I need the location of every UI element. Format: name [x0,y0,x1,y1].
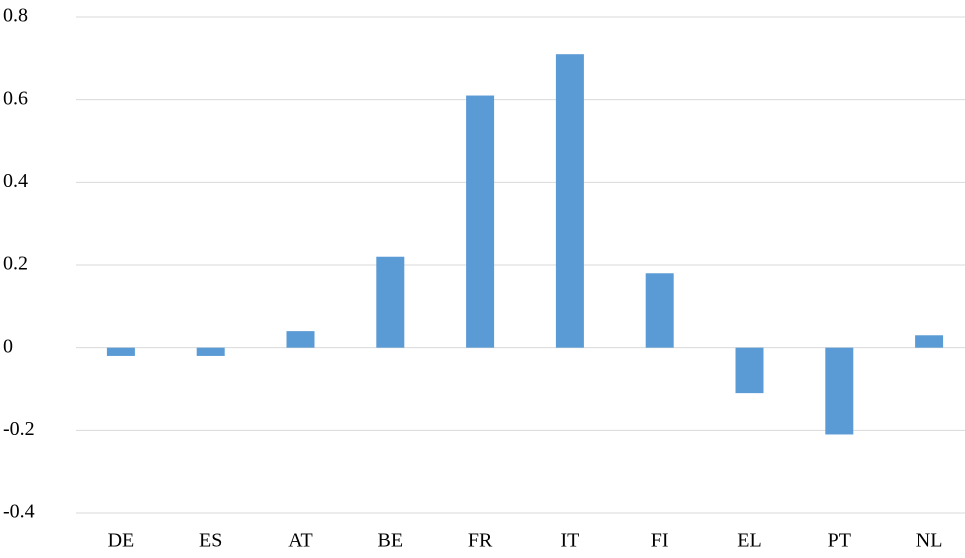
x-tick-label: DE [108,530,135,552]
x-tick-label: NL [916,530,943,552]
bar [466,95,495,348]
bar [196,347,225,356]
x-tick-label: FI [651,530,669,552]
x-tick-label: IT [560,530,579,552]
bar [645,273,674,348]
bar [376,256,405,348]
bar [286,331,315,348]
y-tick-label: -0.2 [3,418,35,440]
x-tick-label: BE [378,530,404,552]
bar [735,347,764,394]
y-tick-label: 0.4 [3,170,28,192]
y-tick-label: 0.6 [3,87,28,109]
x-tick-label: ES [199,530,222,552]
y-tick-label: -0.4 [3,501,35,523]
x-tick-label: FR [468,530,493,552]
y-tick-label: 0 [3,335,13,357]
y-tick-label: 0.2 [3,253,28,275]
bar [106,347,135,356]
bar [555,54,584,348]
bar [825,347,854,435]
x-tick-label: AT [288,530,312,552]
y-tick-label: 0.8 [3,5,28,27]
x-tick-label: PT [828,530,851,552]
bar [915,335,944,348]
x-tick-label: EL [737,530,761,552]
